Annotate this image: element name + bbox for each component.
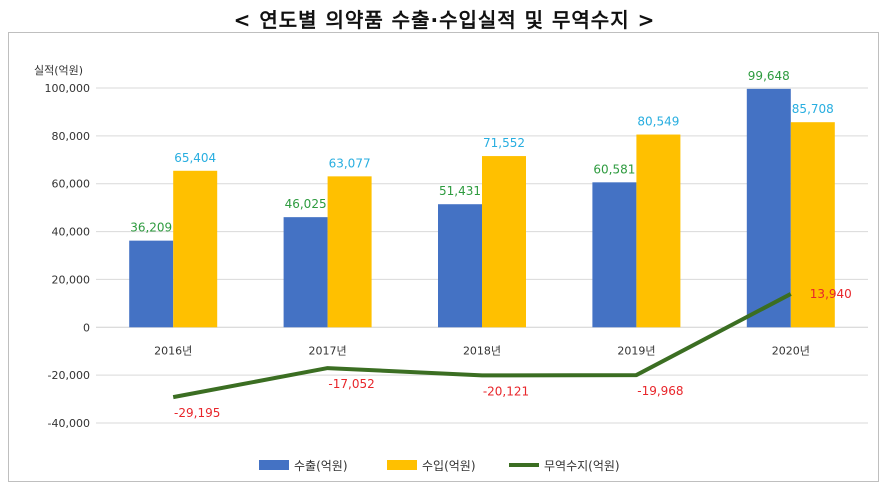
legend-swatch: [259, 460, 289, 470]
x-category-label: 2020년: [772, 344, 810, 357]
y-tick-label: 20,000: [52, 273, 91, 286]
x-category-label: 2019년: [617, 344, 655, 357]
bar-value-label: 51,431: [439, 184, 481, 198]
y-tick-label: 80,000: [52, 130, 91, 143]
bars: [129, 88, 835, 328]
y-tick-label: -40,000: [48, 417, 90, 430]
bar: [790, 122, 835, 328]
line-value-label: -29,195: [174, 406, 220, 420]
legend-label: 무역수지(억원): [544, 459, 620, 473]
y-tick-label: -20,000: [48, 369, 90, 382]
bar-value-label: 71,552: [483, 136, 525, 150]
legend-swatch: [387, 460, 417, 470]
legend-label: 수입(억원): [422, 459, 476, 473]
y-axis-unit-label: 실적(억원): [34, 64, 83, 77]
bar: [592, 182, 637, 328]
bar-value-label: 63,077: [329, 156, 371, 170]
y-tick-label: 40,000: [52, 226, 91, 239]
y-tick-label: 60,000: [52, 178, 91, 191]
x-category-label: 2018년: [463, 344, 501, 357]
trade-balance-series-line: [172, 292, 792, 400]
bar: [129, 240, 174, 328]
bar: [746, 88, 791, 328]
line-value-label: -20,121: [483, 384, 529, 398]
chart-frame: [8, 32, 879, 482]
legend-label: 수출(억원): [294, 459, 348, 473]
x-category-label: 2016년: [154, 344, 192, 357]
bar: [636, 134, 681, 328]
legend: 수출(억원) 수입(억원) 무역수지(억원): [259, 459, 620, 473]
chart-title: < 연도별 의약품 수출·수입실적 및 무역수지 >: [233, 8, 656, 32]
y-tick-label: 100,000: [45, 82, 91, 95]
line-value-label: -17,052: [328, 377, 374, 391]
bar: [283, 217, 328, 328]
bar-value-label: 36,209: [130, 221, 172, 235]
bar-value-label: 80,549: [637, 115, 679, 129]
x-category-label: 2017년: [309, 344, 347, 357]
trade-balance-line: [172, 292, 792, 400]
bar: [327, 176, 372, 328]
bar-value-label: 85,708: [792, 102, 834, 116]
bar: [173, 170, 218, 328]
bar-value-label: 60,581: [593, 162, 635, 176]
line-value-label: -19,968: [637, 384, 683, 398]
bar: [438, 204, 482, 328]
data-labels: 36,209 46,025 51,431 60,581 99,648 65,404 63,0…: [130, 69, 852, 420]
y-tick-label: 0: [83, 321, 90, 334]
bar-value-label: 99,648: [748, 69, 790, 83]
bar: [482, 156, 526, 328]
bar-value-label: 46,025: [285, 197, 327, 211]
axis-labels: 100,000 80,000 60,000 40,000 20,000 0 -20,000 -…: [45, 82, 810, 430]
line-value-label: 13,940: [810, 287, 852, 301]
bar-value-label: 65,404: [174, 151, 216, 165]
